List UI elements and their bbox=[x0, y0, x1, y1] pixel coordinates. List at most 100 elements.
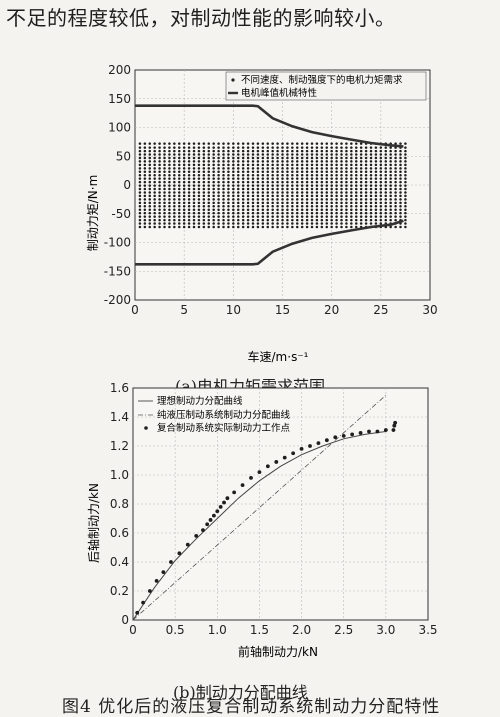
torque-demand-point bbox=[163, 160, 166, 163]
torque-demand-point bbox=[379, 149, 383, 153]
torque-demand-point bbox=[227, 198, 230, 201]
torque-demand-point bbox=[281, 167, 284, 170]
torque-demand-point bbox=[315, 149, 319, 153]
torque-demand-point bbox=[192, 167, 196, 170]
torque-demand-point bbox=[325, 211, 328, 215]
torque-demand-point bbox=[291, 142, 294, 145]
torque-demand-point bbox=[320, 173, 324, 177]
torque-demand-point bbox=[335, 218, 338, 222]
torque-demand-point bbox=[251, 149, 255, 153]
torque-demand-point bbox=[261, 187, 265, 191]
torque-demand-point bbox=[345, 211, 348, 215]
torque-demand-point bbox=[335, 177, 338, 180]
torque-demand-point bbox=[389, 170, 392, 174]
torque-demand-point bbox=[296, 194, 299, 198]
torque-demand-point bbox=[232, 222, 235, 225]
torque-demand-point bbox=[192, 180, 196, 184]
torque-demand-point bbox=[296, 222, 299, 225]
torque-demand-point bbox=[153, 225, 156, 229]
torque-demand-point bbox=[256, 177, 260, 180]
torque-demand-point bbox=[379, 205, 383, 208]
torque-demand-point bbox=[207, 167, 210, 170]
torque-demand-point bbox=[315, 194, 319, 198]
torque-demand-point bbox=[173, 211, 176, 215]
torque-demand-point bbox=[178, 211, 181, 215]
chart-b-legend: 理想制动力分配曲线 纯液压制动系统制动力分配曲线 复合制动系统实际制动力工作点 bbox=[138, 395, 291, 434]
chart-b-legend-label-1: 纯液压制动系统制动力分配曲线 bbox=[157, 409, 291, 421]
torque-demand-point bbox=[350, 201, 353, 205]
torque-demand-point bbox=[197, 184, 201, 187]
torque-demand-point bbox=[384, 191, 387, 194]
torque-demand-point bbox=[227, 177, 230, 180]
torque-demand-point bbox=[310, 215, 314, 218]
torque-demand-point bbox=[217, 170, 220, 174]
y-tick-label-a: -200 bbox=[104, 293, 131, 307]
torque-demand-point bbox=[325, 222, 328, 225]
torque-demand-point bbox=[291, 191, 294, 194]
torque-demand-point bbox=[182, 218, 186, 222]
torque-demand-point bbox=[178, 194, 181, 198]
torque-demand-point bbox=[325, 198, 328, 201]
x-tick-label-a: 30 bbox=[422, 303, 437, 317]
torque-demand-point bbox=[281, 156, 284, 160]
torque-demand-point bbox=[281, 225, 284, 229]
torque-demand-point bbox=[173, 163, 176, 167]
torque-demand-point bbox=[251, 142, 255, 145]
torque-demand-point bbox=[256, 153, 260, 156]
torque-demand-point bbox=[143, 184, 147, 187]
torque-demand-point bbox=[241, 198, 245, 201]
torque-demand-point bbox=[340, 170, 343, 174]
torque-demand-point bbox=[266, 149, 269, 153]
torque-demand-point bbox=[212, 201, 215, 205]
torque-demand-point bbox=[335, 160, 338, 163]
torque-demand-point bbox=[237, 201, 240, 205]
torque-demand-point bbox=[192, 211, 196, 215]
operating-point bbox=[161, 570, 166, 575]
torque-demand-point bbox=[168, 170, 171, 174]
torque-demand-point bbox=[355, 194, 358, 198]
torque-demand-point bbox=[369, 173, 373, 177]
torque-demand-point bbox=[286, 198, 289, 201]
torque-demand-point bbox=[266, 194, 269, 198]
torque-demand-point bbox=[207, 208, 210, 211]
torque-demand-point bbox=[384, 205, 387, 208]
torque-demand-point bbox=[168, 153, 171, 156]
torque-demand-point bbox=[251, 180, 255, 184]
torque-demand-point bbox=[404, 153, 407, 156]
torque-demand-point bbox=[359, 170, 363, 174]
torque-demand-point bbox=[384, 160, 387, 163]
torque-demand-point bbox=[350, 160, 353, 163]
torque-demand-point bbox=[163, 167, 166, 170]
torque-demand-point bbox=[148, 201, 151, 205]
torque-demand-point bbox=[286, 201, 289, 205]
torque-demand-point bbox=[325, 153, 328, 156]
torque-demand-point bbox=[241, 218, 245, 222]
torque-demand-point bbox=[143, 225, 147, 229]
torque-demand-point bbox=[207, 180, 210, 184]
torque-demand-point bbox=[300, 208, 304, 211]
torque-demand-point bbox=[266, 153, 269, 156]
torque-demand-point bbox=[330, 208, 333, 211]
torque-demand-point bbox=[374, 205, 378, 208]
torque-demand-point bbox=[345, 170, 348, 174]
torque-demand-point bbox=[187, 177, 191, 180]
torque-demand-point bbox=[163, 177, 166, 180]
torque-demand-point bbox=[305, 146, 309, 149]
torque-demand-point bbox=[222, 208, 225, 211]
torque-demand-point bbox=[143, 211, 147, 215]
torque-demand-point bbox=[369, 163, 373, 167]
top-text: 不足的程度较低，对制动性能的影响较小。 bbox=[6, 6, 396, 30]
torque-demand-point bbox=[138, 205, 142, 208]
torque-demand-point bbox=[281, 146, 284, 149]
torque-demand-point bbox=[296, 201, 299, 205]
torque-demand-point bbox=[320, 191, 324, 194]
torque-demand-point bbox=[335, 201, 338, 205]
torque-demand-point bbox=[369, 222, 373, 225]
torque-demand-point bbox=[182, 149, 186, 153]
torque-demand-point bbox=[335, 187, 338, 191]
torque-demand-point bbox=[256, 160, 260, 163]
torque-demand-point bbox=[192, 198, 196, 201]
torque-demand-point bbox=[330, 194, 333, 198]
torque-demand-point bbox=[291, 180, 294, 184]
torque-demand-point bbox=[271, 142, 274, 145]
